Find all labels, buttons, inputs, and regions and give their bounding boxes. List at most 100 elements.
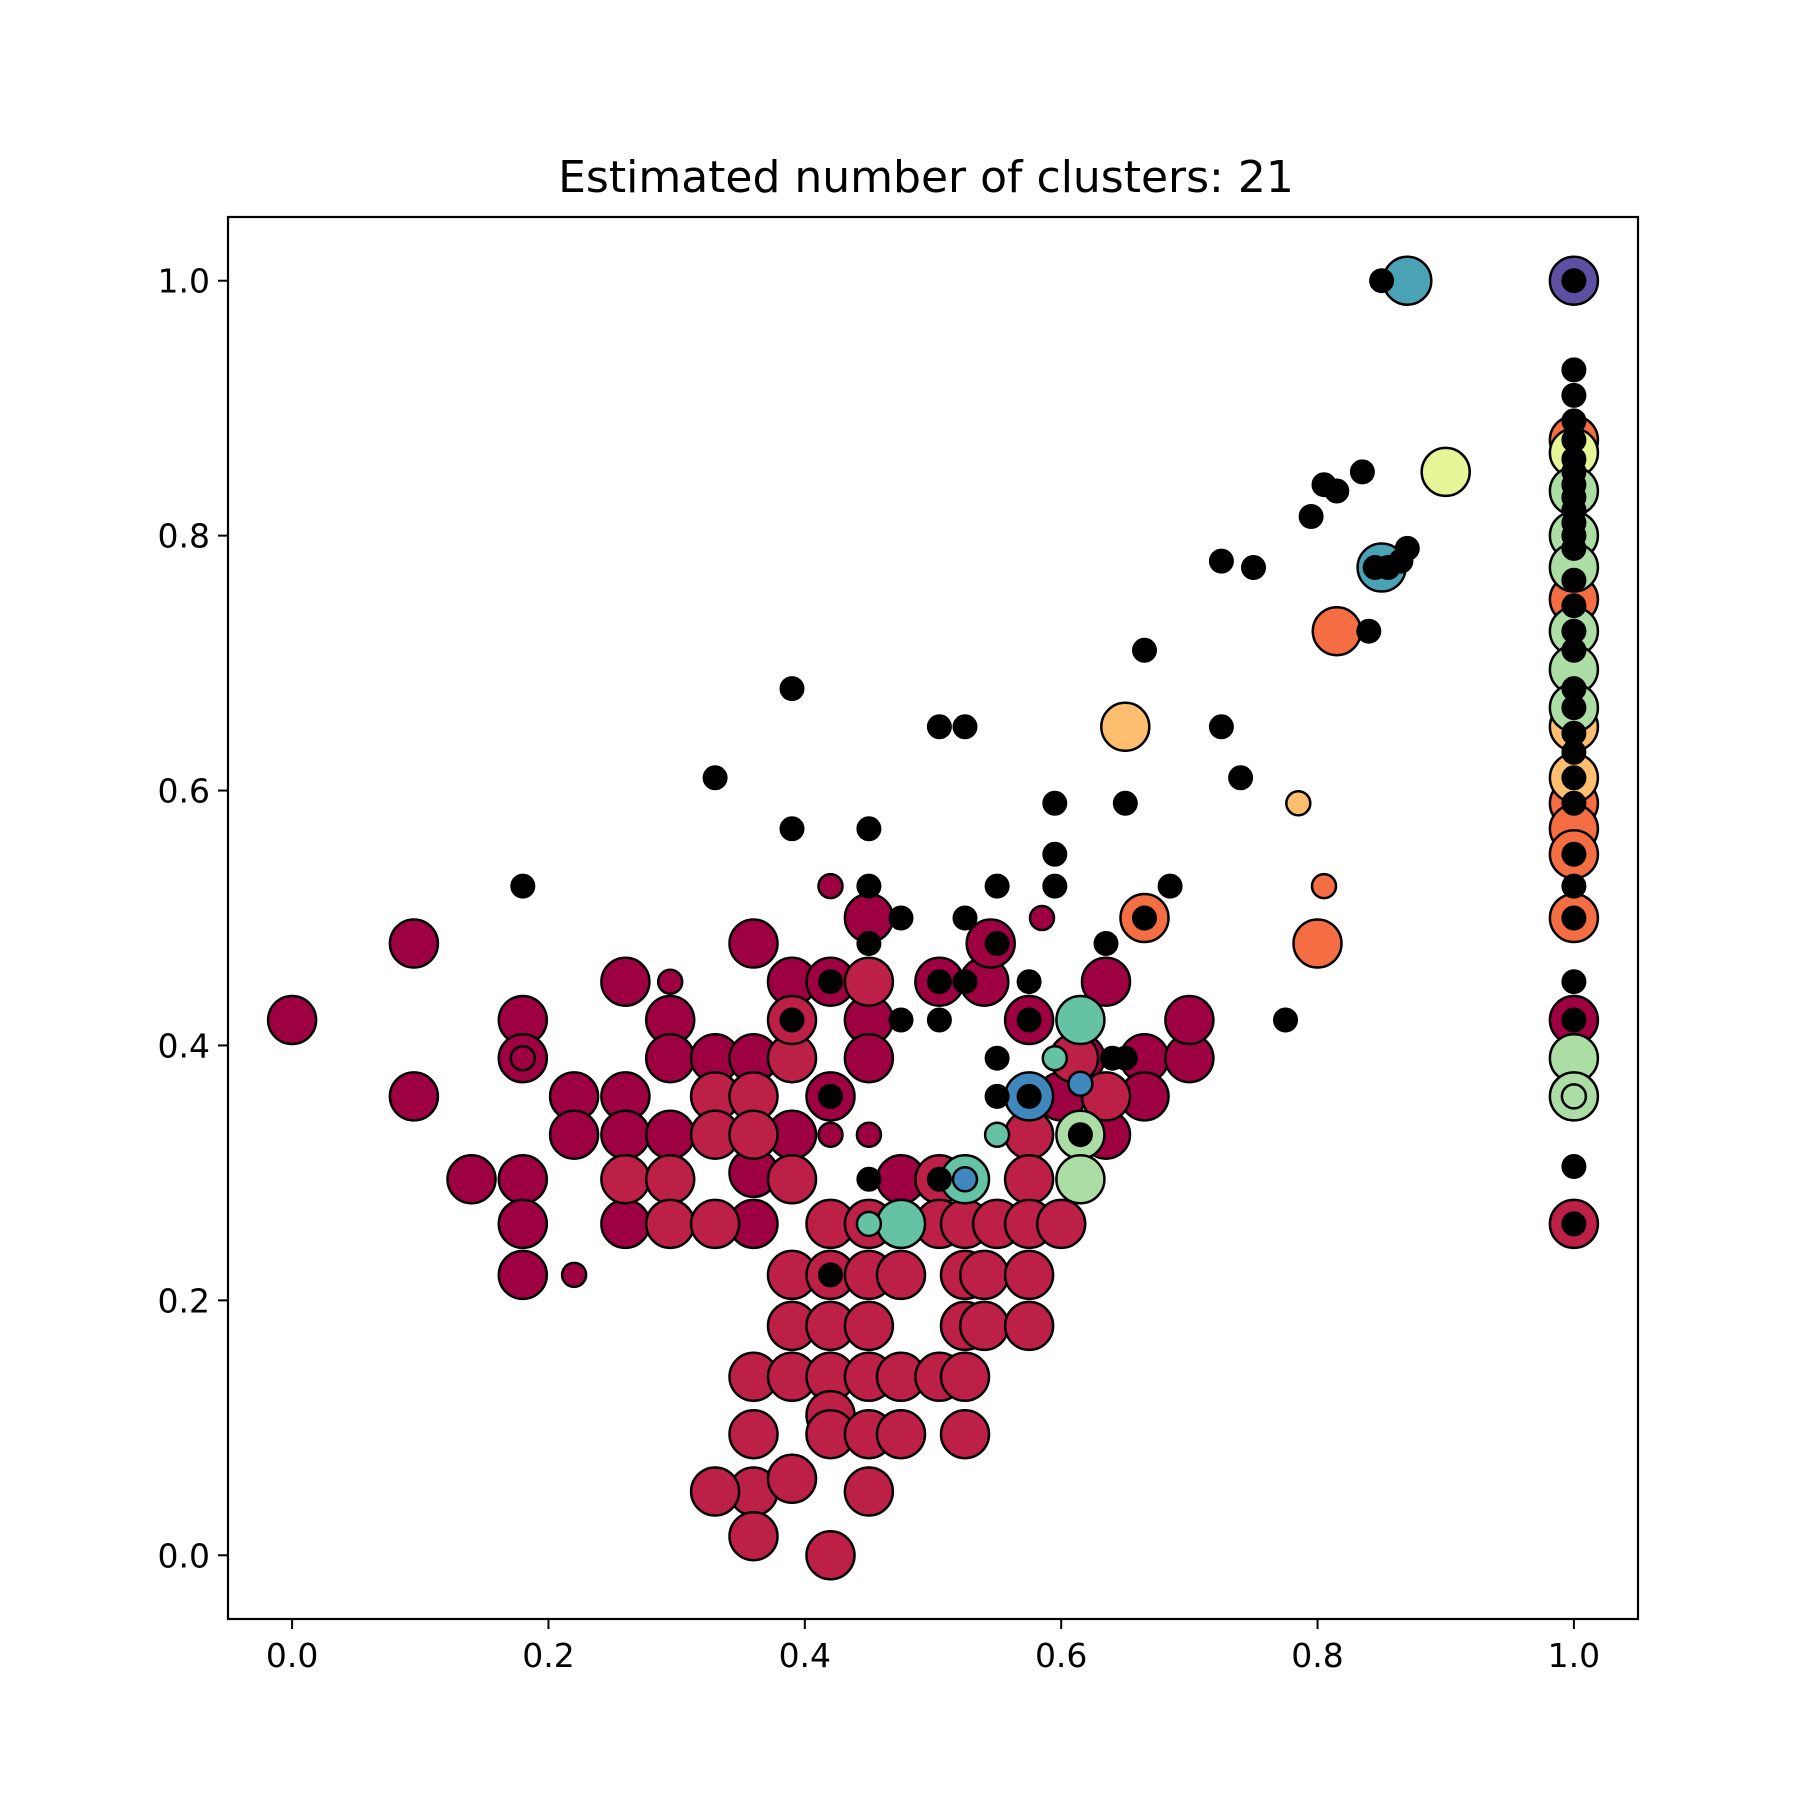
point-16-83: [1561, 1211, 1587, 1237]
point-10-2: [1055, 994, 1106, 1046]
point-16-13: [888, 905, 914, 931]
point-0-7: [497, 1198, 549, 1250]
point-2-7: [728, 1109, 779, 1160]
point-2-19: [766, 1453, 818, 1505]
point-2-26: [805, 1530, 856, 1581]
point-0-19: [728, 918, 779, 969]
point-16-4: [779, 1007, 805, 1033]
point-16-44: [1298, 504, 1324, 529]
point-2-0: [600, 1154, 651, 1205]
point-0-14: [600, 1198, 651, 1250]
point-1-5: [817, 872, 844, 900]
point-2-53: [1003, 1300, 1055, 1352]
point-16-55: [1561, 357, 1587, 383]
point-6-0: [1285, 790, 1312, 817]
x-tick-label-2: 0.4: [779, 1636, 831, 1675]
point-0-17: [644, 1109, 696, 1160]
y-tick-label-3: 0.6: [158, 772, 210, 811]
point-16-25: [1016, 969, 1042, 995]
point-16-21: [984, 873, 1010, 899]
x-tick-label-5: 1.0: [1548, 1636, 1600, 1675]
point-0-29: [843, 1032, 895, 1084]
point-16-43: [1273, 1007, 1298, 1033]
point-16-40: [1208, 714, 1234, 740]
point-2-11: [728, 1510, 779, 1562]
point-16-68: [1561, 593, 1587, 619]
x-axis: 0.0 0.2 0.4 0.6 0.8 1.0: [266, 1619, 1600, 1675]
point-16-9: [856, 873, 882, 899]
x-tick-label-0: 0.0: [266, 1636, 318, 1675]
point-16-32: [1093, 931, 1119, 956]
point-16-72: [1561, 695, 1587, 721]
point-14-1: [1067, 1070, 1094, 1097]
point-0-42: [1164, 994, 1215, 1046]
point-16-2: [779, 676, 805, 702]
series-2: [600, 956, 1600, 1581]
y-tick-label-2: 0.4: [158, 1026, 210, 1065]
point-16-16: [926, 969, 952, 995]
point-16-5: [818, 969, 843, 995]
point-16-53: [1394, 535, 1420, 561]
point-2-54: [1035, 1198, 1087, 1250]
point-2-30: [843, 1300, 895, 1352]
point-16-30: [1042, 873, 1068, 899]
series-6: [1285, 790, 1312, 817]
point-16-14: [926, 714, 952, 740]
series-0: [266, 892, 1600, 1301]
point-1-0: [509, 1044, 537, 1072]
point-16-67: [1561, 567, 1587, 593]
point-2-35: [875, 1249, 927, 1301]
point-16-23: [984, 1045, 1010, 1071]
series-4: [1310, 872, 1338, 900]
point-16-12: [888, 1007, 914, 1033]
point-7-0: [1420, 446, 1471, 498]
point-16-7: [818, 1262, 843, 1288]
point-3-2: [1311, 605, 1363, 657]
series-11: [855, 1044, 1069, 1238]
y-tick-label-0: 0.0: [158, 1536, 210, 1575]
point-11-1: [983, 1121, 1011, 1148]
point-2-14: [766, 1154, 818, 1205]
point-4-0: [1310, 872, 1338, 900]
series-10: [875, 994, 1106, 1250]
point-16-10: [856, 931, 882, 956]
points-layer: [266, 255, 1600, 1581]
point-0-3: [446, 1154, 497, 1205]
point-16-19: [952, 905, 978, 931]
point-0-6: [497, 1154, 549, 1205]
point-0-13: [600, 1109, 651, 1160]
point-16-42: [1241, 555, 1266, 580]
point-16-81: [1561, 1007, 1587, 1033]
point-1-1: [560, 1261, 588, 1289]
point-16-31: [1067, 1122, 1093, 1148]
point-11-0: [855, 1210, 883, 1238]
point-16-6: [818, 1083, 843, 1109]
point-16-54: [1561, 268, 1587, 294]
point-2-27: [843, 956, 895, 1007]
point-11-2: [1041, 1044, 1069, 1072]
point-16-74: [1561, 739, 1587, 765]
point-2-12: [689, 1466, 741, 1517]
point-16-15: [952, 714, 978, 740]
point-16-49: [1369, 268, 1395, 294]
point-2-50: [1003, 1154, 1055, 1205]
point-16-27: [1016, 1083, 1042, 1109]
point-16-29: [1042, 841, 1068, 867]
point-16-79: [1561, 905, 1587, 931]
point-16-47: [1349, 459, 1375, 485]
point-1-4: [817, 1121, 844, 1148]
point-0-10: [548, 1109, 600, 1160]
point-2-9: [728, 1408, 779, 1460]
point-16-22: [984, 931, 1010, 956]
point-16-0: [510, 873, 536, 899]
point-16-26: [1016, 1007, 1042, 1033]
series-16: [510, 268, 1587, 1288]
point-0-2: [388, 1071, 440, 1122]
series-9: [1560, 1083, 1588, 1110]
point-16-11: [856, 1166, 882, 1192]
point-0-11: [600, 956, 651, 1007]
point-16-41: [1228, 765, 1254, 791]
x-tick-label-4: 0.8: [1291, 1636, 1343, 1675]
point-16-46: [1324, 478, 1350, 504]
